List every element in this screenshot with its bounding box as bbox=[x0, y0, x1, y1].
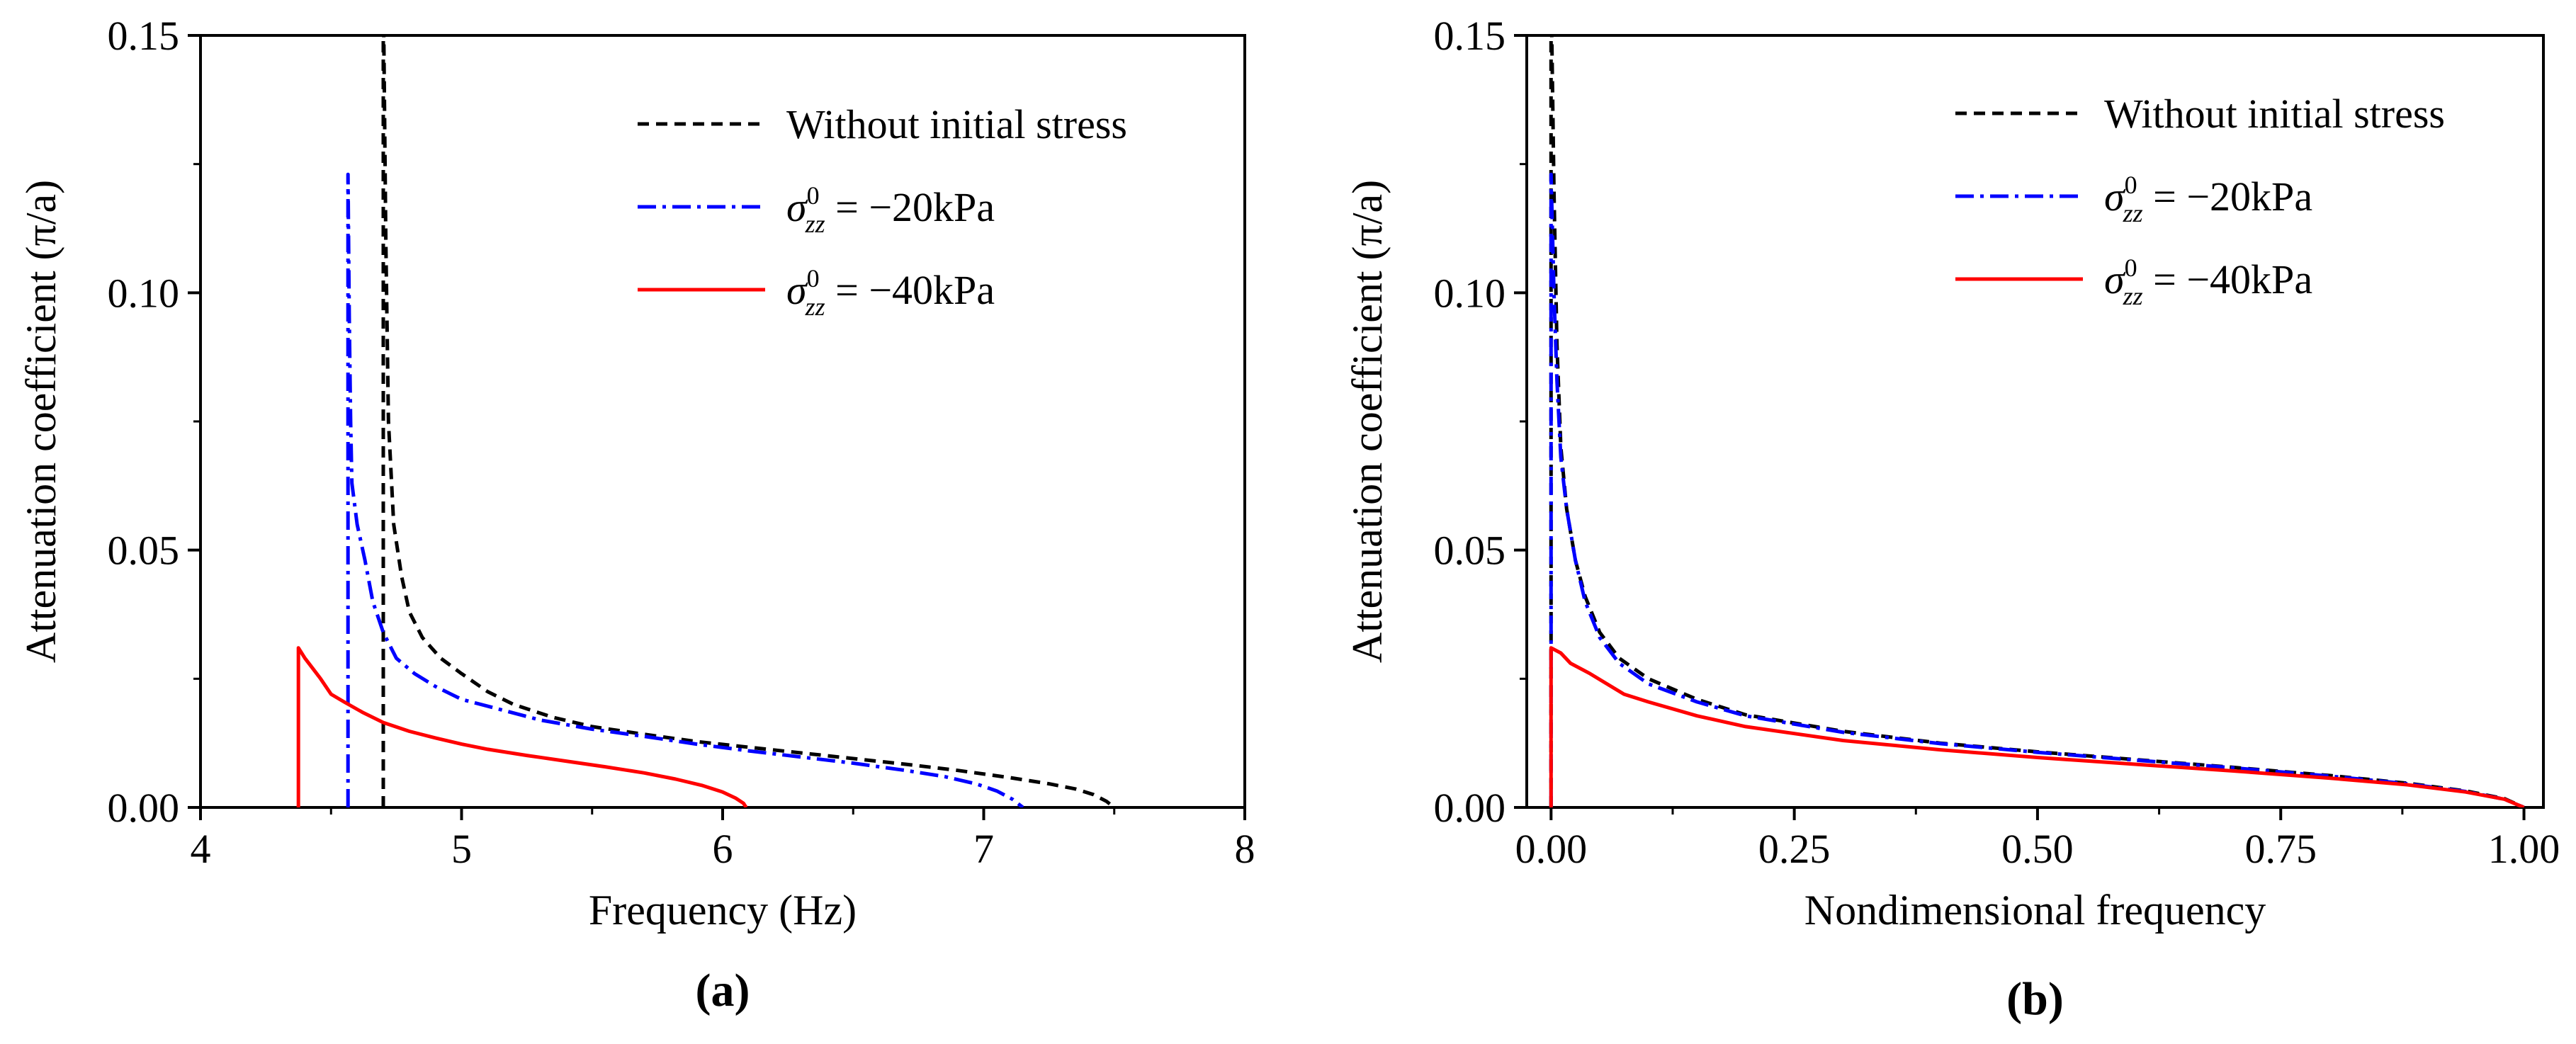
series-line-1 bbox=[381, 35, 1116, 807]
y-tick-label: 0.15 bbox=[1434, 13, 1506, 59]
x-tick-label: 5 bbox=[451, 826, 472, 872]
x-tick-label: 4 bbox=[191, 826, 211, 872]
x-tick-label: 0.00 bbox=[1515, 826, 1588, 872]
y-tick-label: 0.10 bbox=[1434, 270, 1506, 316]
series-line-3 bbox=[1549, 646, 2525, 807]
legend-label-2: σ0 zz = −20kPa bbox=[2104, 171, 2312, 227]
x-axis-title: Nondimensional frequency bbox=[1804, 887, 2266, 934]
y-tick-label: 0.05 bbox=[1434, 528, 1506, 574]
panel-a: 4 5 6 7 8 0.00 0.05 0.10 0.15 Frequency (Hz) Atten… bbox=[18, 13, 1255, 1016]
x-tick-label: 6 bbox=[713, 826, 733, 872]
plot-frame bbox=[1525, 34, 2545, 809]
legend-label-2: σ0 zz = −20kPa bbox=[786, 181, 995, 238]
x-axis-title: Frequency (Hz) bbox=[589, 887, 857, 934]
legend-label-3: σ0 zz = −40kPa bbox=[2104, 254, 2312, 310]
y-tick-label: 0.00 bbox=[108, 785, 180, 831]
plot-frame bbox=[199, 34, 1246, 809]
series-line-2 bbox=[1549, 172, 2525, 807]
y-tick-label: 0.15 bbox=[108, 13, 180, 59]
legend-label-1: Without initial stress bbox=[2104, 91, 2445, 137]
x-tick-label: 0.75 bbox=[2244, 826, 2317, 872]
panel-label: (b) bbox=[2006, 973, 2064, 1025]
series-line-2 bbox=[346, 172, 1024, 807]
series-line-3 bbox=[296, 646, 748, 807]
y-tick-label: 0.10 bbox=[108, 270, 180, 316]
x-tick-label: 0.50 bbox=[2001, 826, 2074, 872]
y-tick-label: 0.05 bbox=[108, 528, 180, 574]
panel-b: 0.00 0.25 0.50 0.75 1.00 0.00 0.05 0.10 0.15 Nond… bbox=[1344, 13, 2560, 1025]
x-tick-label: 1.00 bbox=[2488, 826, 2560, 872]
panel-label: (a) bbox=[696, 965, 750, 1016]
x-tick-label: 0.25 bbox=[1758, 826, 1831, 872]
legend-label-3: σ0 zz = −40kPa bbox=[786, 264, 995, 321]
y-axis-title: Attenuation coefficient (π/a) bbox=[1344, 180, 1391, 663]
legend: Without initial stress σ0 zz = −20kPa σ0 zz … bbox=[638, 101, 1127, 321]
legend: Without initial stress σ0 zz = −20kPa σ0 zz … bbox=[1955, 91, 2445, 310]
legend-label-1: Without initial stress bbox=[786, 101, 1127, 147]
y-tick-label: 0.00 bbox=[1434, 785, 1506, 831]
x-tick-label: 7 bbox=[973, 826, 994, 872]
y-axis-title: Attenuation coefficient (π/a) bbox=[18, 180, 64, 663]
x-tick-label: 8 bbox=[1235, 826, 1255, 872]
